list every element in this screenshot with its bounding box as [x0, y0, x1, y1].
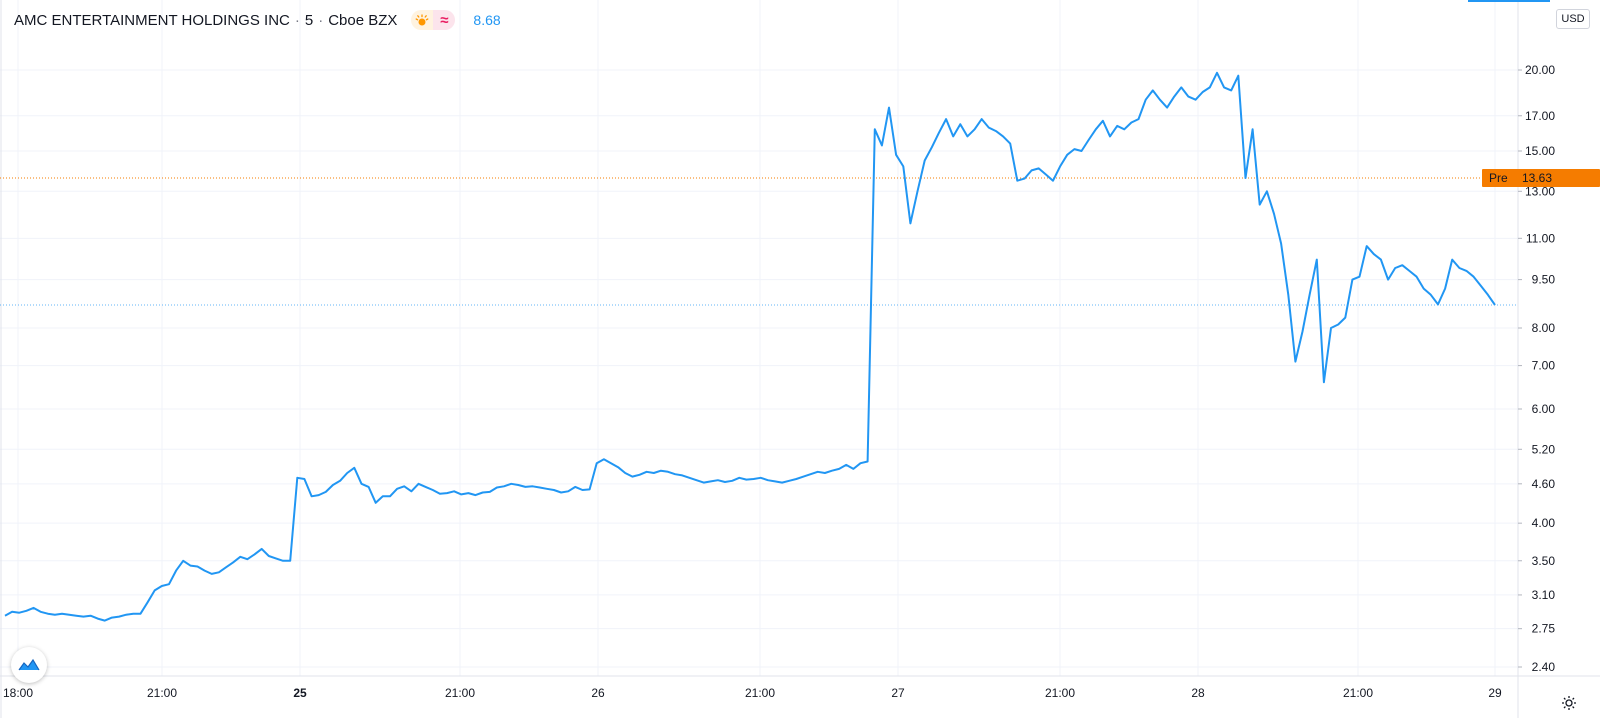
separator: ·: [294, 11, 300, 29]
y-axis[interactable]: 20.00 17.00 15.00 13.00 11.00 9.50 8.00 7.00 6.0…: [1518, 63, 1555, 674]
y-tick-label: 13.00: [1525, 184, 1555, 198]
interval-label[interactable]: 5: [304, 11, 314, 29]
x-tick-label: 18:00: [3, 686, 33, 700]
premarket-value: 13.63: [1522, 171, 1552, 185]
y-tick-label: 4.00: [1532, 516, 1556, 530]
x-tick-label: 26: [591, 686, 605, 700]
premarket-price-label: Pre 13.63: [1482, 168, 1600, 187]
y-tick-label: 5.20: [1532, 442, 1556, 456]
y-tick-label: 2.40: [1532, 660, 1556, 674]
logo-icon[interactable]: [11, 647, 47, 683]
reference-lines: [0, 177, 1518, 306]
x-tick-label: 21:00: [147, 686, 177, 700]
x-tick-label: 25: [293, 686, 307, 700]
y-tick-label: 4.60: [1532, 477, 1556, 491]
session-badge[interactable]: ≈: [411, 10, 456, 30]
x-tick-label: 21:00: [445, 686, 475, 700]
x-tick-label: 29: [1488, 686, 1502, 700]
exchange-label: Cboe BZX: [328, 11, 398, 29]
y-tick-label: 2.75: [1532, 622, 1556, 636]
y-tick-label: 7.00: [1532, 359, 1556, 373]
x-tick-label: 28: [1191, 686, 1205, 700]
y-tick-label: 20.00: [1525, 63, 1555, 77]
premarket-badge: [1482, 168, 1600, 187]
separator: ·: [318, 11, 324, 29]
x-tick-label: 21:00: [1343, 686, 1373, 700]
premarket-label: Pre: [1489, 171, 1508, 185]
y-tick-label: 11.00: [1526, 231, 1555, 245]
y-tick-label: 3.50: [1532, 554, 1556, 568]
gear-icon[interactable]: [1560, 694, 1578, 712]
y-tick-label: 17.00: [1525, 109, 1555, 123]
x-axis[interactable]: 18:00 21:00 25 21:00 26 21:00 27 21:00 28 21:00 29: [3, 686, 1502, 700]
y-tick-label: 9.50: [1532, 273, 1556, 287]
y-tick-label: 15.00: [1525, 144, 1555, 158]
y-tick-label: 6.00: [1532, 402, 1556, 416]
sun-icon: [411, 10, 434, 30]
x-tick-label: 27: [891, 686, 905, 700]
last-price-value: 8.68: [473, 12, 501, 28]
x-tick-label: 21:00: [1045, 686, 1075, 700]
price-series-line: [4, 71, 1496, 622]
y-tick-label: 3.10: [1532, 588, 1556, 602]
symbol-name[interactable]: AMC ENTERTAINMENT HOLDINGS INC: [14, 11, 290, 29]
wave-icon: ≈: [433, 10, 456, 30]
x-tick-label: 21:00: [745, 686, 775, 700]
legend-header: AMC ENTERTAINMENT HOLDINGS INC · 5 · Cbo…: [14, 9, 501, 31]
currency-button[interactable]: USD: [1556, 9, 1590, 29]
toolbar-indicator: [1468, 0, 1550, 2]
chart-grid: [0, 0, 1518, 676]
y-tick-label: 8.00: [1532, 321, 1556, 335]
